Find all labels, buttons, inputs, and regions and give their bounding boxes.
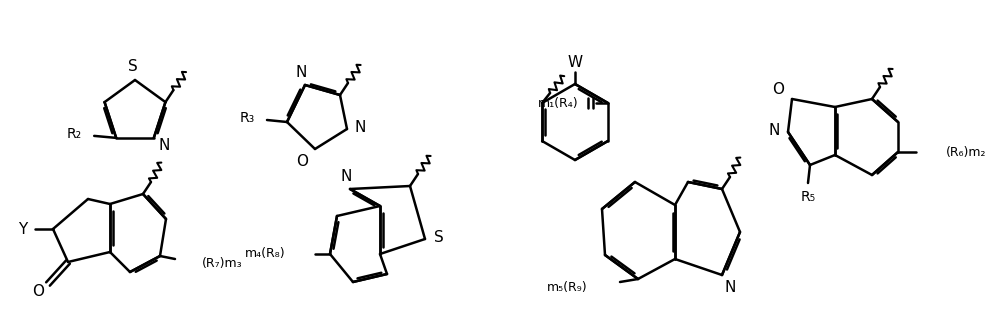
Text: S: S: [128, 58, 138, 73]
Text: N: N: [295, 64, 307, 79]
Text: Y: Y: [18, 221, 28, 236]
Text: S: S: [434, 229, 444, 244]
Text: m₄(R₈): m₄(R₈): [244, 247, 285, 261]
Text: m₁(R₄): m₁(R₄): [538, 97, 578, 110]
Text: O: O: [32, 285, 44, 299]
Text: R₂: R₂: [67, 127, 82, 141]
Text: R₅: R₅: [800, 190, 816, 204]
Text: O: O: [772, 81, 784, 97]
Text: N: N: [340, 169, 352, 184]
Text: R₃: R₃: [239, 111, 255, 125]
Text: (R₆)m₂: (R₆)m₂: [946, 145, 986, 158]
Text: N: N: [354, 120, 366, 134]
Text: N: N: [158, 138, 169, 153]
Text: N: N: [724, 280, 736, 294]
Text: W: W: [567, 54, 583, 69]
Text: m₅(R₉): m₅(R₉): [547, 281, 588, 293]
Text: (R₇)m₃: (R₇)m₃: [202, 258, 243, 271]
Text: N: N: [768, 123, 780, 137]
Text: O: O: [296, 153, 308, 169]
